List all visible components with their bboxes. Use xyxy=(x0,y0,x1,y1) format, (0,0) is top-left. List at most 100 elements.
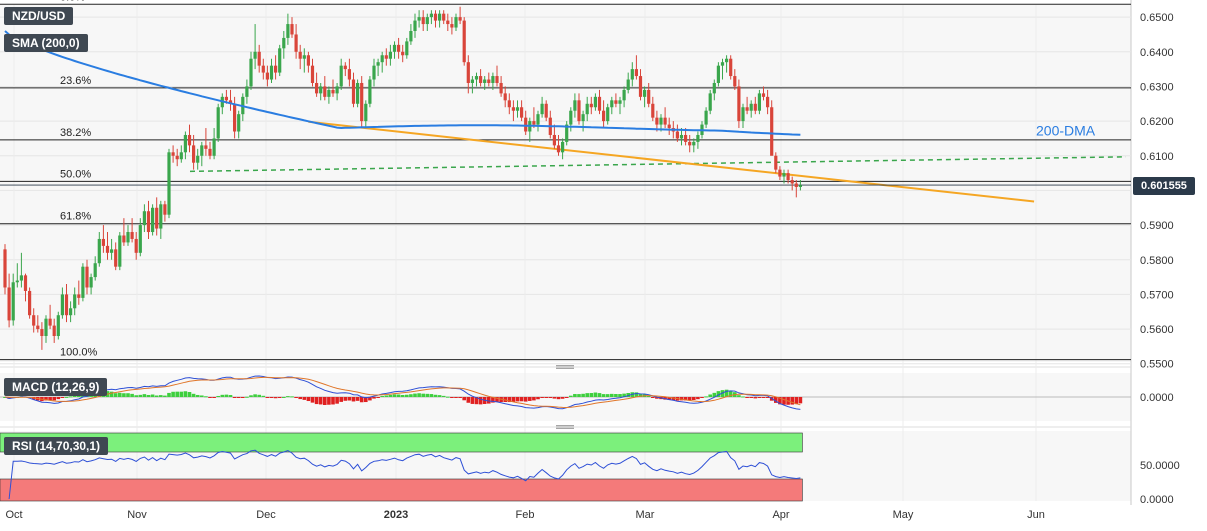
macd-histogram-bar xyxy=(638,393,643,397)
candle-body xyxy=(618,100,622,104)
candle-body xyxy=(684,134,688,142)
candle-body xyxy=(187,134,192,146)
candle xyxy=(622,86,626,108)
candle xyxy=(269,58,274,83)
candle-body xyxy=(142,211,146,226)
candle-body xyxy=(360,82,364,122)
candle-body xyxy=(196,155,200,163)
macd-histogram-bar xyxy=(728,390,733,397)
candle-body xyxy=(688,141,692,146)
candle-body xyxy=(171,152,175,156)
candle-body xyxy=(581,114,585,122)
candle-body xyxy=(257,51,261,66)
candle xyxy=(40,322,44,350)
candle xyxy=(249,51,253,90)
macd-histogram-bar xyxy=(716,391,721,397)
candle-body xyxy=(561,141,565,153)
candle xyxy=(392,41,397,59)
candle-body xyxy=(356,82,360,104)
candle xyxy=(216,103,220,142)
candle xyxy=(663,107,667,129)
candle xyxy=(630,62,634,87)
symbol-label[interactable]: NZD/USD xyxy=(4,7,74,25)
candle-body xyxy=(462,20,466,63)
macd-histogram-bar xyxy=(159,395,163,397)
current-price-tag: 0.601555 xyxy=(1133,177,1195,195)
macd-histogram-bar xyxy=(454,397,458,398)
candle xyxy=(282,30,286,59)
candle-body xyxy=(52,325,56,337)
macd-histogram-bar xyxy=(150,394,155,397)
candle-body xyxy=(597,96,602,111)
candle-body xyxy=(319,86,323,94)
candle xyxy=(356,79,360,108)
candle-body xyxy=(729,58,733,77)
candle-body xyxy=(692,141,696,146)
candle xyxy=(778,166,782,181)
candle-body xyxy=(290,24,294,35)
macd-histogram-bar xyxy=(224,394,229,397)
rsi-label[interactable]: RSI (14,70,30,1) xyxy=(4,437,109,455)
macd-histogram-bar xyxy=(257,394,261,397)
candle xyxy=(376,58,380,77)
macd-histogram-bar xyxy=(737,395,741,397)
macd-histogram-bar xyxy=(610,393,614,397)
sma-label[interactable]: SMA (200,0) xyxy=(4,34,88,52)
candle xyxy=(261,58,265,80)
candle xyxy=(421,10,425,31)
fib-level-label: 100.0% xyxy=(60,347,98,359)
candle xyxy=(573,93,577,118)
candle-body xyxy=(167,152,171,215)
sma-annotation: 200-DMA xyxy=(1036,123,1096,139)
macd-histogram-bar xyxy=(142,394,147,397)
macd-histogram-bar xyxy=(138,394,143,397)
candle-body xyxy=(405,41,409,56)
candle xyxy=(704,107,708,129)
candle xyxy=(597,89,602,115)
macd-histogram-bar xyxy=(634,392,639,397)
macd-histogram-bar xyxy=(581,393,585,397)
candle xyxy=(159,200,163,239)
candle-body xyxy=(757,93,761,111)
candle-body xyxy=(77,294,81,298)
macd-histogram-bar xyxy=(241,397,245,398)
candle-body xyxy=(634,69,638,77)
macd-histogram-bar xyxy=(413,393,417,397)
candle-body xyxy=(569,110,573,125)
macd-histogram-bar xyxy=(425,393,430,397)
candle-body xyxy=(130,232,134,239)
candle xyxy=(171,145,175,163)
macd-histogram-bar xyxy=(368,397,372,401)
candle xyxy=(479,69,483,87)
candle xyxy=(97,232,101,267)
macd-histogram-bar xyxy=(790,397,794,405)
candle xyxy=(73,287,77,316)
macd-histogram-bar xyxy=(191,393,196,397)
macd-histogram-bar xyxy=(778,397,782,405)
macd-histogram-bar xyxy=(118,392,122,397)
candle xyxy=(515,100,520,118)
candle xyxy=(93,256,97,281)
sma-line xyxy=(4,30,801,136)
macd-histogram-bar xyxy=(52,397,56,401)
macd-histogram-bar xyxy=(298,397,302,400)
macd-histogram-bar xyxy=(794,397,799,405)
candle xyxy=(110,238,114,260)
candle-body xyxy=(487,79,491,83)
fib-level-label: 50.0% xyxy=(60,168,91,180)
candle-body xyxy=(483,79,487,83)
macd-histogram-bar xyxy=(351,397,356,402)
candle xyxy=(770,100,774,156)
candle-body xyxy=(446,20,450,25)
candle-body xyxy=(643,89,647,97)
macd-histogram-bar xyxy=(232,397,237,398)
candle xyxy=(790,176,794,191)
candle xyxy=(606,103,610,125)
candle-body xyxy=(794,183,798,187)
y-tick-label: 0.5800 xyxy=(1140,255,1174,267)
candle xyxy=(315,72,319,97)
candle-body xyxy=(651,103,655,118)
macd-histogram-bar xyxy=(228,395,233,397)
macd-label[interactable]: MACD (12,26,9) xyxy=(4,378,108,396)
